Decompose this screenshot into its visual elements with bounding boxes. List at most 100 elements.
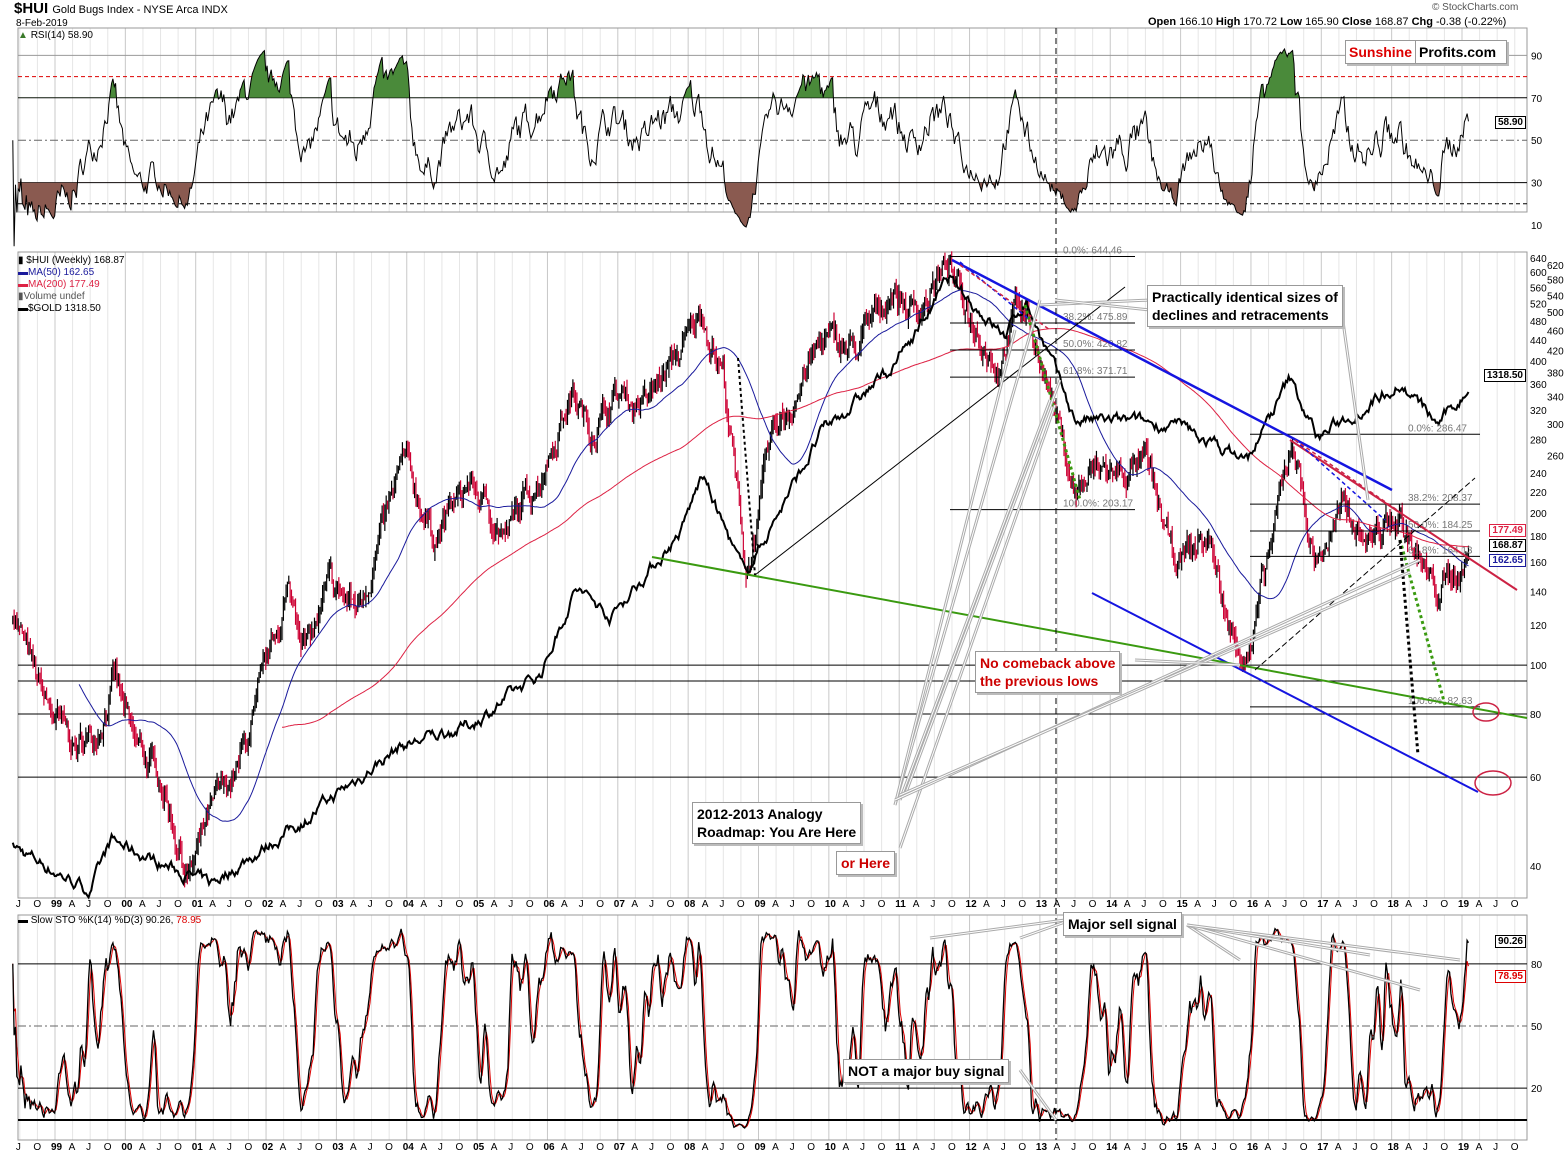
x-tick-label: A (913, 899, 920, 910)
x-tick-label: A (420, 899, 427, 910)
x-tick-label: O (1370, 1142, 1378, 1153)
x-tick-label: O (456, 1142, 464, 1153)
annotation-line: the previous lows (980, 673, 1099, 689)
x-tick-label: A (772, 899, 779, 910)
annotation-line: declines and retracements (1152, 307, 1329, 323)
x-tick-label: J (930, 899, 935, 910)
rsi-overbought-fill (18, 49, 1469, 98)
x-tick-label: O (1511, 1142, 1519, 1153)
rsi-tick-label: 70 (1531, 94, 1543, 105)
x-tick-label: 06 (543, 1142, 555, 1153)
legend-ma50: ▬MA(50) 162.65 (18, 267, 95, 278)
ohlc-value: 165.90 (1305, 16, 1342, 28)
x-tick-label: 11 (895, 899, 906, 910)
x-tick-label: J (157, 1142, 162, 1153)
x-tick-label: A (983, 899, 990, 910)
rsi-tick-label: 10 (1531, 221, 1543, 232)
x-tick-label: J (297, 1142, 302, 1153)
annotation-line: Roadmap: You Are Here (697, 824, 857, 840)
x-tick-label: J (368, 1142, 373, 1153)
panel-frame (17, 251, 1528, 899)
x-tick-label: O (104, 1142, 112, 1153)
x-tick-label: O (737, 899, 745, 910)
sto-tick-label: 80 (1531, 960, 1543, 971)
x-tick-label: A (139, 899, 146, 910)
x-tick-label: J (1071, 1142, 1076, 1153)
callout-line-inner (899, 399, 1051, 801)
ohlc-value: 166.10 (1179, 16, 1216, 28)
x-tick-label: O (1370, 899, 1378, 910)
price-tick-label: 600 (1530, 268, 1547, 279)
price-tick-label: 100 (1530, 661, 1547, 672)
x-tick-label: 08 (684, 1142, 696, 1153)
sto-tick-label: 20 (1531, 1084, 1543, 1095)
legend-hui-text: $HUI (Weekly) 168.87 (26, 255, 125, 266)
price-tick-label: 120 (1530, 621, 1547, 632)
x-tick-label: 01 (192, 1142, 204, 1153)
trendline-green (651, 556, 1528, 719)
x-tick-label: J (438, 1142, 443, 1153)
x-tick-label: A (561, 1142, 568, 1153)
x-tick-label: O (315, 899, 323, 910)
fib-label: 38.2%: 475.89 (1063, 312, 1128, 323)
x-tick-label: A (69, 899, 76, 910)
annotation-no-comeback: No comeback above the previous lows (975, 651, 1121, 693)
x-tick-label: 07 (614, 899, 626, 910)
annotation-roadmap: 2012-2013 Analogy Roadmap: You Are Here (692, 802, 862, 844)
price-tick-label: 480 (1530, 317, 1547, 328)
fib-label: 50.0%: 184.25 (1408, 520, 1473, 531)
x-tick-label: A (1053, 1142, 1060, 1153)
x-tick-label: J (1423, 899, 1428, 910)
callout-line-inner (1339, 299, 1369, 501)
x-tick-label: J (790, 1142, 795, 1153)
rsi-tick-label: 50 (1531, 136, 1543, 147)
rsi-tick-label: 90 (1531, 51, 1543, 62)
price-tick-label: 520 (1530, 300, 1547, 311)
x-tick-label: O (385, 1142, 393, 1153)
x-tick-label: A (1265, 1142, 1272, 1153)
x-tick-label: A (631, 1142, 638, 1153)
x-tick-label: O (1229, 899, 1237, 910)
x-tick-label: A (280, 899, 287, 910)
x-tick-label: O (174, 899, 182, 910)
price-tick-label: 80 (1530, 710, 1542, 721)
x-tick-label: O (596, 1142, 604, 1153)
x-tick-label: O (315, 1142, 323, 1153)
sto-legend-d: 78.95 (176, 915, 202, 926)
x-tick-label: J (1001, 1142, 1006, 1153)
price-tick-label: 280 (1530, 435, 1547, 446)
annotation-sell-signal: Major sell signal (1063, 912, 1182, 936)
callout-line-inner (1054, 299, 1151, 311)
x-tick-label: 14 (1106, 899, 1118, 910)
x-tick-label: J (1141, 899, 1146, 910)
x-tick-label: 05 (473, 899, 485, 910)
fib-label: 38.2%: 208.37 (1408, 493, 1473, 504)
x-tick-label: O (1440, 1142, 1448, 1153)
x-tick-label: A (139, 1142, 146, 1153)
x-tick-label: 09 (755, 1142, 767, 1153)
price-tick-label: 360 (1530, 380, 1547, 391)
x-tick-label: 14 (1106, 1142, 1118, 1153)
x-tick-label: A (842, 1142, 849, 1153)
index-name: Gold Bugs Index - NYSE Arca INDX (52, 4, 228, 16)
x-tick-label: 04 (403, 899, 415, 910)
x-tick-label: J (16, 1142, 21, 1153)
rsi-legend: ▲ RSI(14) 58.90 (18, 30, 93, 42)
x-tick-label: J (1071, 899, 1076, 910)
x-tick-label: O (596, 899, 604, 910)
fib-label: 0.0%: 644.46 (1063, 245, 1122, 256)
x-tick-label: O (1159, 1142, 1167, 1153)
x-tick-label: O (807, 1142, 815, 1153)
panel-frame (17, 27, 1528, 213)
trendline-blue-upper (951, 258, 1393, 492)
rsi-icon: ▲ (18, 30, 28, 41)
x-tick-label: A (913, 1142, 920, 1153)
ohlc-key: Low (1280, 16, 1306, 28)
x-tick-label: O (667, 899, 675, 910)
brand-logo: Sunshine Profits.com (1345, 40, 1508, 64)
trendline-black-dashed (1254, 477, 1476, 671)
x-tick-label: 13 (1036, 1142, 1048, 1153)
price-tick-label: 440 (1530, 336, 1547, 347)
x-tick-label: A (350, 899, 357, 910)
x-tick-label: 00 (121, 1142, 133, 1153)
